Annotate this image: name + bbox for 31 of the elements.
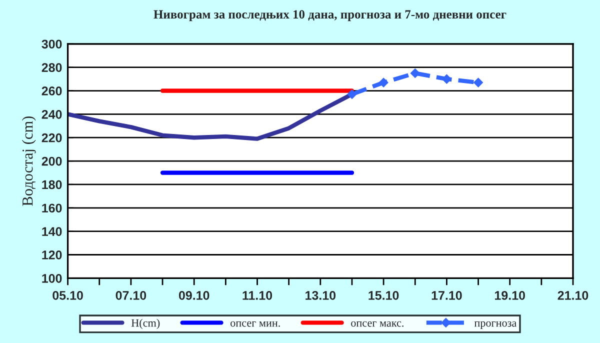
y-tick-label: 100 <box>42 274 62 283</box>
y-tick-label: 120 <box>42 250 62 260</box>
x-tick-label: 07.10 <box>116 291 146 300</box>
y-tick-label: 160 <box>42 204 62 213</box>
chart-title: Нивограм за последњих 10 дана, прогноза и 7-мо дневни опсег <box>154 10 506 22</box>
legend-label: H(cm) <box>131 318 160 329</box>
y-tick-label: 240 <box>42 110 62 119</box>
y-axis-title: Водостај (cm) <box>22 116 36 206</box>
point <box>347 90 357 99</box>
y-tick-label: 220 <box>42 133 62 142</box>
y-tick-label: 260 <box>42 86 62 96</box>
point <box>378 78 388 88</box>
x-tick-label: 09.10 <box>178 291 210 300</box>
y-tick-label: 300 <box>42 40 62 49</box>
point <box>410 68 420 78</box>
y-tick-label: 200 <box>42 156 62 166</box>
x-tick-label: 15.10 <box>368 291 399 300</box>
x-tick-label: 17.10 <box>432 291 462 300</box>
legend-label: прогноза <box>474 321 517 329</box>
y-tick-label: 280 <box>42 63 62 72</box>
y-tick-label: 180 <box>42 180 62 190</box>
x-tick-label: 13.10 <box>306 291 336 300</box>
x-tick-label: 21.10 <box>558 291 588 300</box>
x-tick-label: 05.10 <box>52 291 83 300</box>
point <box>474 78 483 88</box>
y-tick-label: 140 <box>42 227 62 236</box>
point <box>442 74 452 84</box>
legend-label: опсег мин. <box>230 321 280 327</box>
x-tick-label: 19.10 <box>495 291 525 300</box>
legend-label: опсег макс. <box>351 321 404 327</box>
x-tick-label: 11.10 <box>242 291 272 300</box>
